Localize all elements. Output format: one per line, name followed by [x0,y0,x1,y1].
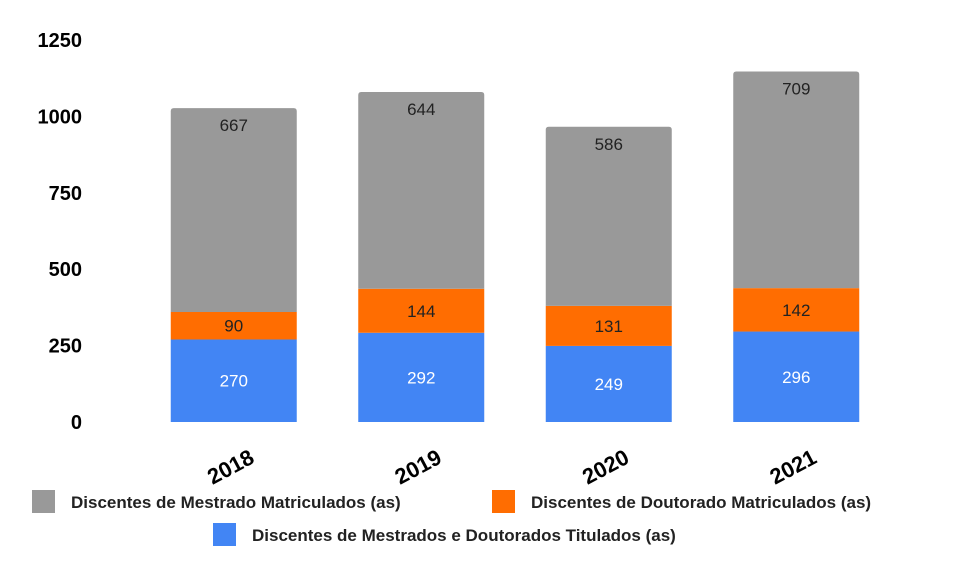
bar-segment [170,311,297,340]
bar-group-2019: 292 144 644 [358,91,485,422]
legend-swatch [213,523,236,546]
x-tick-label: 2019 [391,444,446,489]
bar-segment [358,288,485,333]
bar-segment [733,71,860,289]
legend-label: Discentes de Mestrados e Doutorados Titu… [252,526,676,545]
bar-segment [358,91,485,289]
x-tick-label: 2018 [203,444,258,489]
data-label: 142 [782,301,810,320]
legend-swatch [492,490,515,513]
bar-segment [170,108,297,312]
x-tick-label: 2021 [766,444,821,489]
bar-segment [733,331,860,422]
bar-segment [545,126,672,306]
x-tick-label: 2020 [578,444,633,489]
bar-segment [545,345,672,422]
y-tick-label: 750 [49,183,82,205]
legend-item: Discentes de Mestrados e Doutorados Titu… [213,523,676,546]
y-tick-label: 500 [49,259,82,281]
legend: Discentes de Mestrado Matriculados (as) D… [32,490,871,546]
legend-label: Discentes de Doutorado Matriculados (as) [531,493,871,512]
y-tick-label: 1000 [38,106,83,128]
bar-segment [170,339,297,422]
data-label: 292 [407,368,435,387]
data-label: 144 [407,302,435,321]
legend-item: Discentes de Mestrado Matriculados (as) [32,490,401,513]
y-tick-label: 0 [71,412,82,434]
bar-segment [358,332,485,422]
bar-segment [733,288,860,332]
data-label: 131 [595,317,623,336]
data-label: 644 [407,100,435,119]
legend-item: Discentes de Doutorado Matriculados (as) [492,490,871,513]
legend-label: Discentes de Mestrado Matriculados (as) [71,493,401,512]
y-tick-label: 1250 [38,30,83,52]
bar-segment [545,305,672,346]
data-label: 709 [782,79,810,98]
data-label: 270 [220,372,248,391]
data-label: 586 [595,135,623,154]
bar-group-2018: 270 90 667 [170,108,297,422]
bar-group-2021: 296 142 709 [733,71,860,422]
data-label: 90 [224,317,243,336]
bar-group-2020: 249 131 586 [545,126,672,422]
data-label: 667 [220,116,248,135]
data-label: 249 [595,375,623,394]
y-tick-label: 250 [49,336,82,358]
bars: 270 90 667 292 144 644 249 131 586 296 142 709 [170,71,860,422]
x-axis: 2018 2019 2020 2021 [203,444,820,489]
data-label: 296 [782,368,810,387]
y-axis: 0 250 500 750 1000 1250 [38,30,83,434]
legend-swatch [32,490,55,513]
